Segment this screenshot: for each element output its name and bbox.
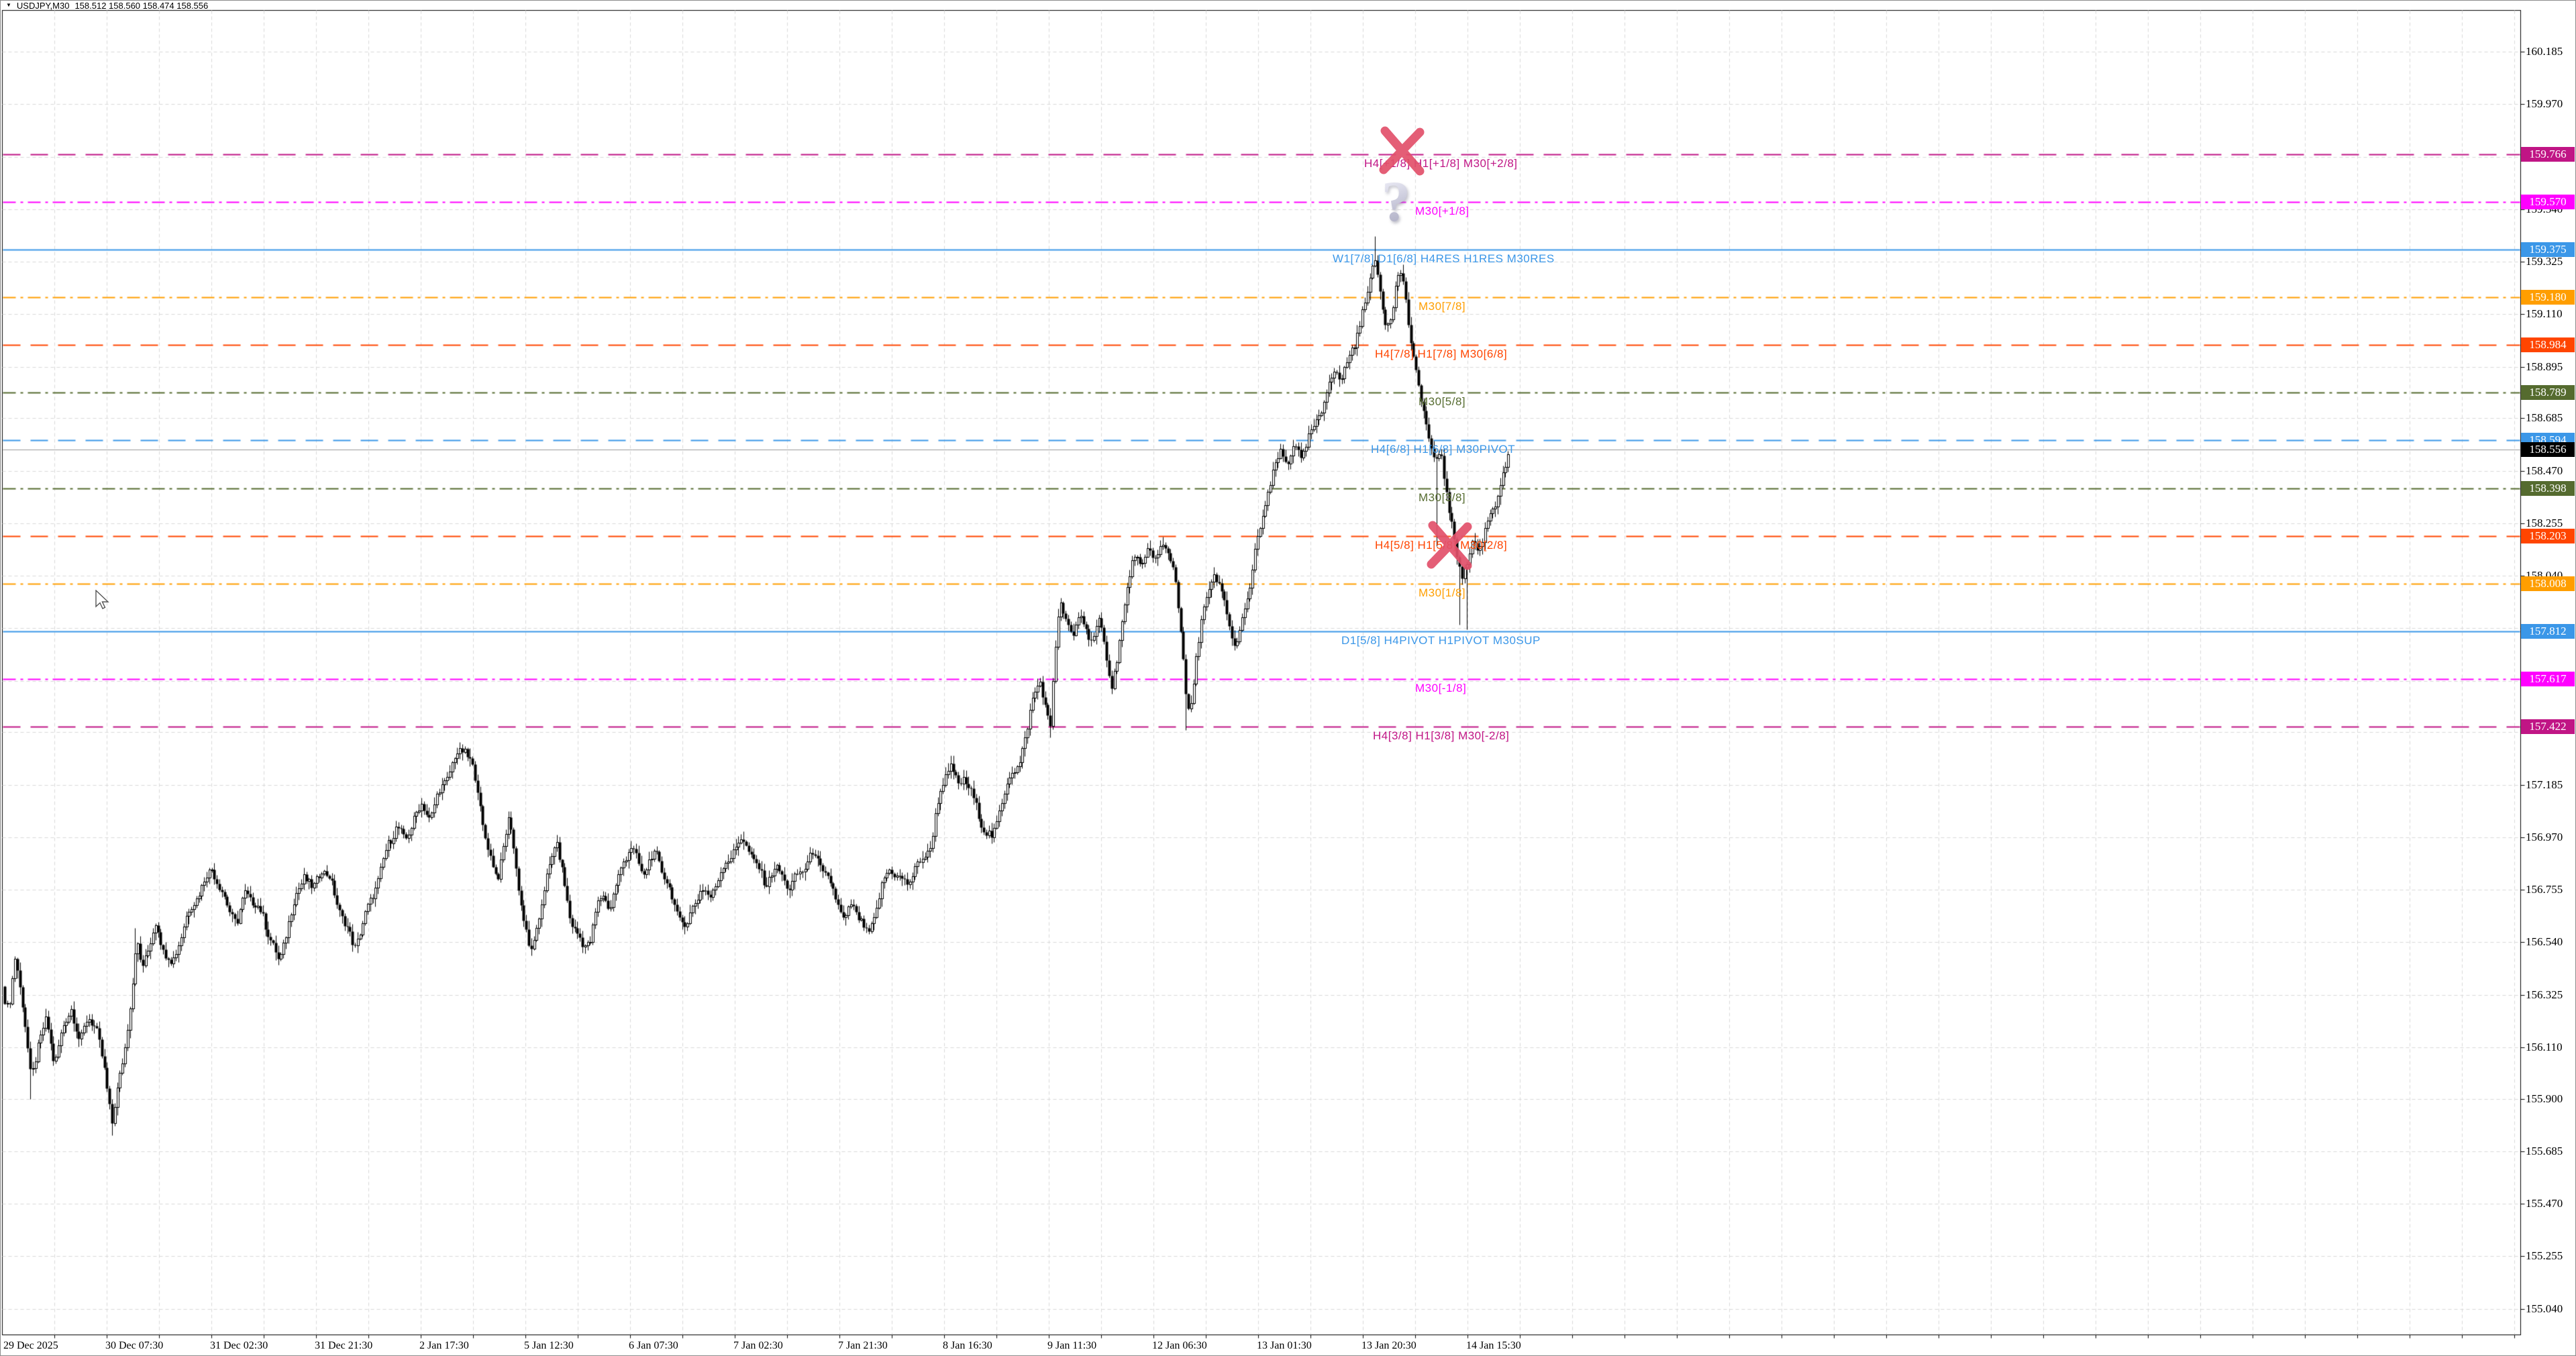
level-label: M30[1/8] xyxy=(1419,586,1466,599)
time-tick-label: 12 Jan 06:30 xyxy=(1152,1340,1207,1351)
level-price-badge: 159.570 xyxy=(2521,194,2575,209)
time-tick-label: 2 Jan 17:30 xyxy=(419,1340,469,1351)
level-price-badge: 157.422 xyxy=(2521,719,2575,735)
current-price-badge: 158.556 xyxy=(2521,442,2575,458)
level-price-badge: 159.180 xyxy=(2521,290,2575,305)
time-tick-label: 30 Dec 07:30 xyxy=(105,1340,164,1351)
price-tick-label: 156.755 xyxy=(2526,883,2563,896)
time-tick-label: 7 Jan 02:30 xyxy=(733,1340,783,1351)
price-tick-label: 158.255 xyxy=(2526,516,2563,529)
level-price-badge: 159.375 xyxy=(2521,242,2575,257)
price-tick-label: 158.685 xyxy=(2526,411,2563,425)
level-label: M30[+1/8] xyxy=(1415,204,1470,217)
mouse-cursor-icon xyxy=(95,589,111,615)
price-tick-label: 159.325 xyxy=(2526,255,2563,268)
time-tick-label: 9 Jan 11:30 xyxy=(1047,1340,1097,1351)
level-label: H4[6/8] H1[6/8] M30PIVOT xyxy=(1371,443,1516,456)
level-label: H4[5/8] H1[5/8] M30[2/8] xyxy=(1375,538,1508,552)
symbol-timeframe-label: USDJPY,M30 xyxy=(16,0,70,11)
price-tick-label: 159.970 xyxy=(2526,97,2563,111)
level-label: H4[7/8] H1[7/8] M30[6/8] xyxy=(1375,348,1508,361)
level-price-badge: 158.008 xyxy=(2521,576,2575,591)
time-tick-label: 5 Jan 12:30 xyxy=(524,1340,574,1351)
price-tick-label: 159.110 xyxy=(2526,307,2563,321)
price-tick-label: 155.470 xyxy=(2526,1197,2563,1210)
price-tick-label: 157.185 xyxy=(2526,778,2563,791)
level-label: D1[5/8] H4PIVOT H1PIVOT M30SUP xyxy=(1341,634,1541,647)
price-tick-label: 156.540 xyxy=(2526,935,2563,949)
level-price-badge: 157.617 xyxy=(2521,672,2575,687)
level-price-badge: 157.812 xyxy=(2521,624,2575,639)
level-price-badge: 158.203 xyxy=(2521,528,2575,543)
level-label: H4[+1/8] H1[+1/8] M30[+2/8] xyxy=(1364,156,1518,170)
time-tick-label: 6 Jan 07:30 xyxy=(629,1340,678,1351)
time-tick-label: 31 Dec 21:30 xyxy=(315,1340,373,1351)
price-tick-label: 155.685 xyxy=(2526,1144,2563,1157)
level-label: M30[-1/8] xyxy=(1415,682,1467,695)
price-tick-label: 156.325 xyxy=(2526,988,2563,1001)
time-tick-label: 29 Dec 2025 xyxy=(3,1340,58,1351)
time-tick-label: 13 Jan 20:30 xyxy=(1361,1340,1416,1351)
ohlc-quote-label: 158.512 158.560 158.474 158.556 xyxy=(74,0,209,11)
price-tick-label: 158.895 xyxy=(2526,360,2563,373)
level-price-badge: 158.789 xyxy=(2521,385,2575,401)
question-mark-icon[interactable]: ? xyxy=(1382,169,1410,233)
rejection-cross-icon[interactable] xyxy=(1376,123,1429,182)
price-tick-label: 160.185 xyxy=(2526,45,2563,58)
time-tick-label: 7 Jan 21:30 xyxy=(838,1340,888,1351)
chart-title: ▼ USDJPY,M30 158.512 158.560 158.474 158… xyxy=(6,0,209,11)
rejection-cross-icon[interactable] xyxy=(1423,517,1477,577)
level-label: M30[7/8] xyxy=(1419,300,1466,313)
level-label: M30[5/8] xyxy=(1419,395,1466,409)
level-price-badge: 159.766 xyxy=(2521,146,2575,162)
price-tick-label: 156.970 xyxy=(2526,830,2563,843)
price-tick-label: 155.900 xyxy=(2526,1092,2563,1105)
collapse-indicator-icon[interactable]: ▼ xyxy=(6,2,11,8)
level-label: H4[3/8] H1[3/8] M30[-2/8] xyxy=(1373,729,1510,743)
level-price-badge: 158.398 xyxy=(2521,480,2575,496)
time-tick-label: 31 Dec 02:30 xyxy=(210,1340,268,1351)
price-tick-label: 155.040 xyxy=(2526,1302,2563,1315)
level-label: M30[3/8] xyxy=(1419,490,1466,504)
price-tick-label: 155.255 xyxy=(2526,1249,2563,1263)
time-tick-label: 8 Jan 16:30 xyxy=(943,1340,992,1351)
level-label: W1[7/8] D1[6/8] H4RES H1RES M30RES xyxy=(1333,252,1555,265)
time-tick-label: 14 Jan 15:30 xyxy=(1466,1340,1521,1351)
price-tick-label: 158.470 xyxy=(2526,464,2563,477)
level-price-badge: 158.984 xyxy=(2521,337,2575,353)
price-tick-label: 156.110 xyxy=(2526,1041,2563,1054)
time-tick-label: 13 Jan 01:30 xyxy=(1257,1340,1312,1351)
